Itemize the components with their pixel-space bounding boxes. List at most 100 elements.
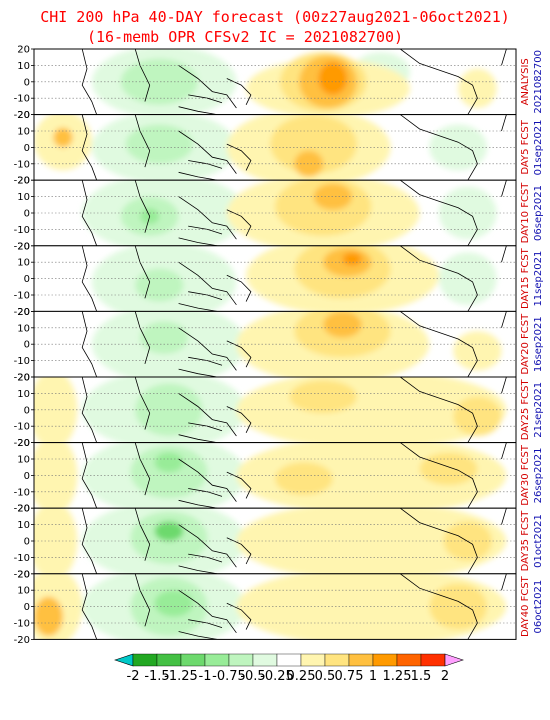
y-tick-label: 20 xyxy=(17,110,30,121)
anomaly-contour xyxy=(154,452,184,473)
y-tick-label: -10 xyxy=(14,356,30,367)
y-tick-label: 20 xyxy=(17,241,30,252)
y-tick-label: 10 xyxy=(17,258,30,269)
y-tick-label: -10 xyxy=(14,619,30,630)
y-tick-label: -20 xyxy=(14,504,30,515)
coastline-segment xyxy=(178,196,237,240)
y-tick-label: 0 xyxy=(24,471,30,482)
panel-label: DAY20 FCST xyxy=(520,313,531,375)
y-tick-label: -10 xyxy=(14,159,30,170)
y-tick-label: -20 xyxy=(14,110,30,121)
y-tick-label: 10 xyxy=(17,61,30,72)
coastline-segment xyxy=(178,524,237,568)
coastline-segment xyxy=(501,311,507,328)
panel-label: DAY40 FCST xyxy=(520,575,531,637)
anomaly-contour xyxy=(443,521,492,561)
colorbar-swatch xyxy=(180,653,206,667)
panel-label: DAY35 FCST xyxy=(520,510,531,572)
coastline-segment xyxy=(178,458,237,502)
anomaly-contour xyxy=(125,124,194,164)
coastline-segment xyxy=(400,508,478,574)
coastline-segment xyxy=(81,114,98,181)
y-tick-label: -20 xyxy=(14,307,30,318)
coastline-segment xyxy=(81,311,98,377)
coastline-segment xyxy=(178,434,218,443)
coastline-segment xyxy=(134,311,151,365)
panel-date: 2021082700 xyxy=(533,50,544,114)
colorbar-label: -1 xyxy=(199,669,212,684)
coastline-segment xyxy=(400,245,478,312)
y-tick-label: 20 xyxy=(17,569,30,580)
coastline-segment xyxy=(501,377,507,394)
panel-label: DAY15 FCST xyxy=(520,247,531,309)
coastline-segment xyxy=(501,508,507,525)
panel: 20 10 0 -10 -20 DAY15 FCST 11sep2021 xyxy=(14,241,544,318)
colorbar-swatch xyxy=(300,653,326,667)
coastline-segment xyxy=(134,508,151,561)
coastline-segment xyxy=(81,573,98,640)
y-tick-label: 10 xyxy=(17,389,30,400)
coastline-segment xyxy=(134,245,151,299)
colorbar-swatch xyxy=(228,653,254,667)
coastline-segment xyxy=(188,94,223,104)
panel-stack: 20 10 0 -10 -20 ANALYSIS 2021082700 20 10 0 -10 -20… xyxy=(14,45,544,646)
coastline-segment xyxy=(178,261,237,306)
panel-date: 06sep2021 xyxy=(533,185,544,241)
panel: 20 10 0 -10 -20 DAY40 FCST 06oct2021 xyxy=(14,569,544,646)
coastline xyxy=(81,508,507,574)
coastline-segment xyxy=(188,422,223,432)
y-tick-label: 20 xyxy=(17,373,30,384)
coastline-segment xyxy=(134,377,151,430)
y-tick-label: 10 xyxy=(17,323,30,334)
colorbar-arrow-right xyxy=(444,653,464,667)
coastline-segment xyxy=(178,65,237,109)
coastline-segment xyxy=(178,327,237,371)
anomaly-contour xyxy=(135,383,203,437)
coastline-segment xyxy=(178,130,237,174)
coastline-segment xyxy=(81,245,98,312)
coastline xyxy=(81,245,507,312)
panel-date: 26sep2021 xyxy=(533,447,544,503)
panel-date: 11sep2021 xyxy=(533,251,544,307)
coastline-segment xyxy=(81,377,98,443)
colorbar-swatch xyxy=(372,653,398,667)
colorbar-arrow-left xyxy=(114,653,134,667)
panel-date: 16sep2021 xyxy=(533,316,544,372)
coastline-segment xyxy=(501,114,507,132)
colorbar-label: 0.25 xyxy=(287,669,316,684)
anomaly-contour xyxy=(458,68,497,109)
anomaly-contour xyxy=(289,380,357,414)
coastline-segment xyxy=(178,237,218,246)
coastline-segment xyxy=(188,356,223,366)
panel-label: DAY5 FCST xyxy=(520,119,531,174)
colorbar-label: -0.25 xyxy=(260,669,294,684)
coastline-segment xyxy=(134,180,151,233)
y-tick-label: 10 xyxy=(17,127,30,138)
panel-date: 06oct2021 xyxy=(533,580,544,634)
panel: 20 10 0 -10 -20 DAY35 FCST 01oct2021 xyxy=(14,504,544,581)
coastline-segment xyxy=(178,589,237,634)
anomaly-contour xyxy=(318,62,348,95)
coastline-segment xyxy=(81,508,98,574)
anomaly-contour xyxy=(294,150,324,177)
coastline-segment xyxy=(178,565,218,574)
y-tick-label: 10 xyxy=(17,586,30,597)
colorbar-swatch xyxy=(132,653,158,667)
y-tick-label: 20 xyxy=(17,45,30,56)
coastline-segment xyxy=(134,114,151,168)
coastline-segment xyxy=(81,49,98,115)
y-tick-label: -10 xyxy=(14,225,30,236)
coastline-segment xyxy=(501,245,507,263)
anomaly-contour xyxy=(53,127,73,148)
y-tick-label: 0 xyxy=(24,209,30,220)
coastline-segment xyxy=(178,171,218,181)
anomaly-contour xyxy=(120,58,198,105)
coastline-segment xyxy=(134,573,151,627)
anomaly-contour xyxy=(342,252,362,266)
coastline-segment xyxy=(400,180,478,246)
panel: 20 10 0 -10 -20 DAY30 FCST 26sep2021 xyxy=(14,438,544,515)
coastline-segment xyxy=(400,377,478,443)
panel-label: DAY25 FCST xyxy=(520,379,531,441)
coastline-segment xyxy=(178,106,218,115)
coastline-segment xyxy=(188,619,223,628)
